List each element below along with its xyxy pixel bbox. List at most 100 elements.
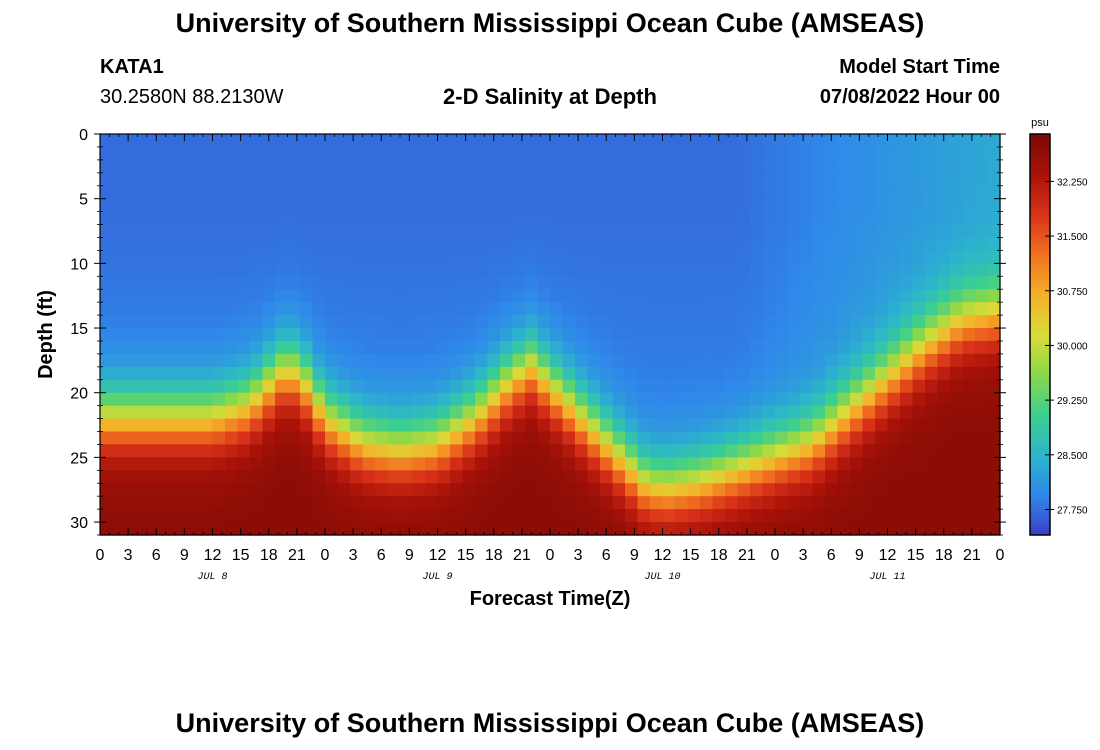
heatmap-cell (562, 159, 576, 174)
heatmap-cell (850, 496, 864, 510)
x-tick-label: 21 (738, 547, 756, 564)
heatmap-cell (687, 405, 701, 420)
heatmap-cell (237, 237, 251, 252)
heatmap-cell (475, 211, 489, 226)
heatmap-cell (262, 211, 276, 226)
heatmap-cell (675, 237, 689, 252)
heatmap-cell (562, 146, 576, 161)
heatmap-cell (187, 444, 201, 458)
heatmap-cell (475, 328, 489, 342)
heatmap-cell (275, 224, 289, 239)
heatmap-cell (862, 392, 876, 407)
heatmap-cell (675, 444, 689, 458)
heatmap-cell (150, 470, 164, 484)
heatmap-cell (312, 134, 326, 148)
heatmap-cell (950, 418, 964, 433)
heatmap-cell (850, 405, 864, 420)
heatmap-cell (812, 431, 826, 446)
x-tick-label: 18 (485, 547, 503, 564)
heatmap-cell (275, 418, 289, 433)
heatmap-cell (100, 392, 114, 407)
colorbar-tick-label: 30.750 (1057, 287, 1088, 298)
heatmap-cell (137, 263, 151, 277)
heatmap-cell (987, 159, 1001, 174)
heatmap-cell (100, 134, 114, 148)
heatmap-cell (400, 302, 414, 316)
heatmap-cell (375, 431, 389, 446)
heatmap-cell (875, 470, 889, 484)
heatmap-cell (862, 276, 876, 290)
heatmap-cell (825, 250, 839, 264)
heatmap-cell (200, 353, 214, 368)
heatmap-cell (387, 470, 401, 484)
heatmap-cell (750, 431, 764, 446)
heatmap-cell (812, 522, 826, 536)
heatmap-cell (337, 509, 351, 523)
heatmap-cell (375, 172, 389, 187)
heatmap-cell (675, 289, 689, 303)
heatmap-cell (900, 379, 914, 394)
heatmap-cell (700, 470, 714, 484)
heatmap-cell (525, 211, 539, 226)
heatmap-cell (225, 405, 239, 420)
heatmap-cell (837, 250, 851, 264)
heatmap-cell (687, 172, 701, 187)
heatmap-cell (112, 224, 126, 239)
heatmap-cell (800, 340, 814, 355)
heatmap-cell (387, 379, 401, 394)
heatmap-cell (575, 496, 589, 510)
heatmap-cell (987, 470, 1001, 484)
heatmap-cell (225, 444, 239, 458)
heatmap-cell (562, 418, 576, 433)
heatmap-cell (100, 315, 114, 329)
heatmap-cell (325, 185, 339, 200)
heatmap-cell (787, 366, 801, 381)
heatmap-cell (462, 159, 476, 174)
heatmap-cell (425, 134, 439, 148)
heatmap-cell (212, 353, 226, 368)
heatmap-cell (950, 302, 964, 316)
heatmap-cell (775, 315, 789, 329)
heatmap-cell (912, 418, 926, 433)
heatmap-cell (437, 146, 451, 161)
heatmap-cell (575, 250, 589, 264)
heatmap-cell (600, 470, 614, 484)
heatmap-cell (162, 483, 176, 497)
heatmap-cell (225, 522, 239, 536)
heatmap-cell (525, 328, 539, 342)
heatmap-cell (800, 483, 814, 497)
heatmap-cell (175, 159, 189, 174)
heatmap-cell (812, 457, 826, 471)
heatmap-cell (312, 289, 326, 303)
heatmap-cell (937, 418, 951, 433)
heatmap-cell (350, 522, 364, 536)
heatmap-cell (450, 392, 464, 407)
heatmap-cell (262, 315, 276, 329)
heatmap-cell (137, 457, 151, 471)
heatmap-cell (650, 444, 664, 458)
heatmap-cell (375, 289, 389, 303)
heatmap-cell (300, 392, 314, 407)
heatmap-cell (912, 353, 926, 368)
heatmap-cell (787, 496, 801, 510)
heatmap-cell (462, 237, 476, 252)
heatmap-cell (362, 224, 376, 239)
heatmap-cell (187, 353, 201, 368)
heatmap-cell (775, 483, 789, 497)
heatmap-cell (550, 315, 564, 329)
heatmap-cell (587, 379, 601, 394)
heatmap-cell (575, 237, 589, 252)
day-label: JUL 10 (644, 572, 680, 583)
heatmap-cell (862, 315, 876, 329)
heatmap-cell (437, 483, 451, 497)
heatmap-cell (287, 457, 301, 471)
heatmap-cell (587, 211, 601, 226)
heatmap-cell (237, 405, 251, 420)
heatmap-cell (787, 522, 801, 536)
heatmap-cell (287, 315, 301, 329)
heatmap-cell (287, 172, 301, 187)
heatmap-cell (250, 379, 264, 394)
heatmap-cell (512, 379, 526, 394)
heatmap-cell (450, 172, 464, 187)
heatmap-cell (750, 250, 764, 264)
